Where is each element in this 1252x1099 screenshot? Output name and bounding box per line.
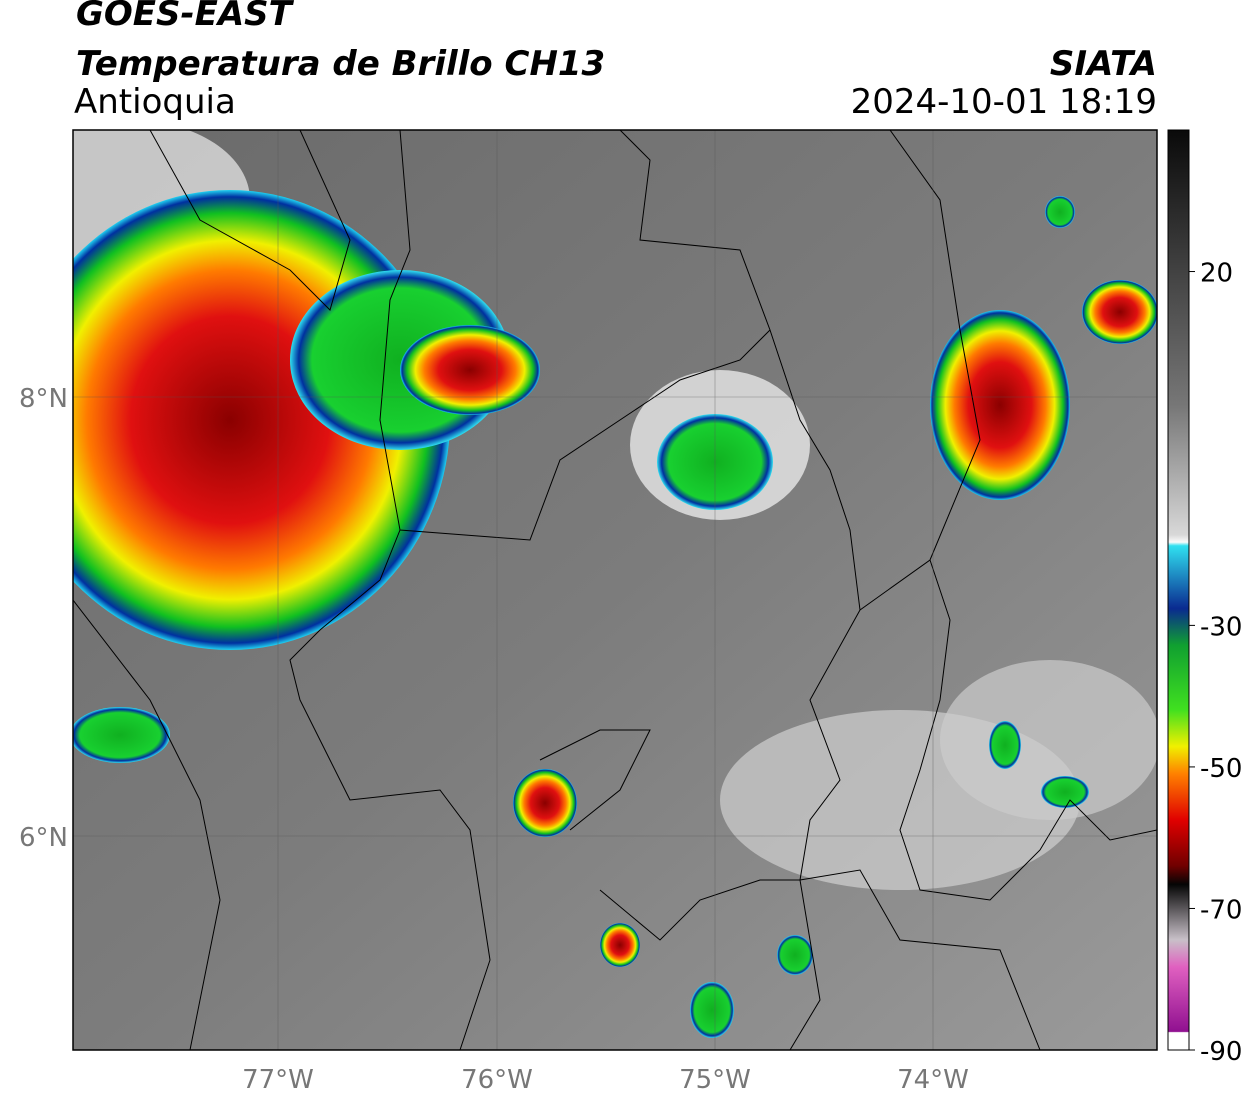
agency: SIATA xyxy=(1049,44,1157,84)
lon-label: 74°W xyxy=(897,1065,969,1095)
colorbar-tick-label: 20 xyxy=(1200,259,1233,289)
colorbar-tick-label: -50 xyxy=(1200,754,1242,784)
colorbar xyxy=(1167,129,1190,1051)
lon-label: 76°W xyxy=(461,1065,533,1095)
region: Antioquia xyxy=(74,82,236,122)
colorbar-tick-label: -70 xyxy=(1200,895,1242,925)
colorbar-tick-label: -30 xyxy=(1200,612,1242,642)
subtitle: Temperatura de Brillo CH13 xyxy=(76,44,606,84)
lon-label: 77°W xyxy=(242,1065,314,1095)
map-frame xyxy=(72,129,1158,1051)
title: GOES-EAST xyxy=(76,0,292,34)
datetime: 2024-10-01 18:19 xyxy=(850,82,1157,122)
imagery xyxy=(73,130,1157,1050)
lat-label: 8°N xyxy=(19,384,68,414)
colorbar-tick-label: -90 xyxy=(1200,1037,1242,1067)
lat-label: 6°N xyxy=(19,823,68,853)
lon-label: 75°W xyxy=(679,1065,751,1095)
